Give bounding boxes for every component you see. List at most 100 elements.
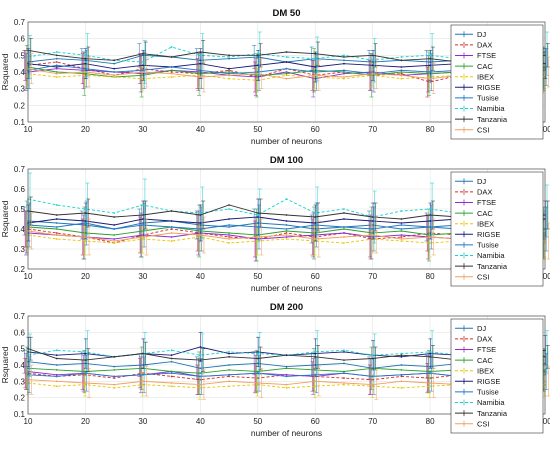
y-tick-label: 0.6 (14, 328, 26, 337)
data-point (429, 385, 432, 388)
data-point (314, 57, 317, 60)
data-point (343, 56, 345, 58)
data-point (400, 380, 403, 383)
data-point (113, 365, 116, 368)
data-point (84, 208, 87, 210)
data-point (84, 240, 87, 242)
data-point (228, 355, 230, 358)
data-point (400, 240, 403, 242)
data-point (343, 236, 345, 238)
data-point (400, 364, 403, 366)
data-point (285, 214, 288, 216)
data-point (84, 212, 87, 214)
data-point (228, 54, 230, 57)
data-point (199, 354, 202, 357)
data-point (170, 375, 173, 378)
data-point (170, 385, 173, 388)
x-tick-label: 100 (538, 272, 550, 281)
data-point (285, 367, 288, 370)
data-point (113, 386, 116, 389)
data-point (113, 74, 116, 77)
data-point (314, 352, 317, 355)
chart-panel: 1020304050607080901000.10.20.30.40.50.60… (0, 8, 550, 146)
data-point (256, 357, 259, 360)
data-point (199, 54, 202, 57)
data-point (228, 69, 230, 72)
data-point (429, 57, 432, 60)
data-point (343, 71, 345, 73)
data-point (343, 232, 345, 234)
data-point (170, 228, 173, 230)
data-point (285, 56, 288, 58)
data-point (343, 370, 345, 373)
data-point (314, 355, 317, 358)
y-tick-label: 0.7 (14, 18, 26, 27)
y-axis-label: Rsquared (0, 346, 10, 383)
data-point (400, 71, 403, 73)
data-point (228, 238, 230, 240)
legend-label: Tanzania (477, 115, 508, 124)
y-tick-label: 0.3 (14, 85, 26, 94)
chart-panel: 1020304050607080901000.20.30.40.50.60.7D… (0, 155, 550, 293)
y-tick-label: 0.3 (14, 377, 26, 386)
data-point (256, 216, 259, 218)
y-tick-label: 0.4 (14, 225, 26, 234)
legend-label: CAC (477, 62, 493, 71)
data-point (285, 234, 288, 236)
data-point (256, 52, 259, 55)
data-point (400, 224, 403, 226)
x-tick-label: 60 (311, 125, 320, 134)
data-point (400, 236, 403, 238)
data-point (55, 369, 58, 371)
legend-label: CSI (477, 272, 490, 281)
data-point (84, 222, 87, 224)
y-tick-label: 0.7 (14, 165, 26, 174)
data-point (55, 72, 58, 75)
data-point (400, 77, 403, 80)
legend-box (450, 318, 544, 434)
data-point (228, 208, 230, 210)
data-point (228, 204, 230, 206)
data-point (199, 234, 202, 236)
data-point (170, 357, 173, 360)
data-point (199, 69, 202, 72)
data-point (55, 234, 58, 236)
data-point (170, 354, 173, 357)
x-tick-label: 60 (311, 272, 320, 281)
y-tick-label: 0.2 (14, 394, 26, 403)
data-point (55, 64, 58, 67)
data-point (55, 214, 58, 216)
data-point (314, 380, 317, 383)
x-tick-label: 20 (81, 125, 90, 134)
data-point (113, 67, 116, 70)
data-point (84, 382, 87, 384)
data-point (400, 375, 403, 378)
data-point (256, 54, 259, 57)
data-point (228, 352, 230, 355)
data-point (113, 228, 116, 230)
x-tick-label: 30 (138, 417, 147, 426)
legend-label: DAX (477, 41, 492, 50)
data-point (84, 352, 87, 355)
legend-label: DJ (477, 30, 486, 39)
data-point (170, 349, 173, 352)
legend-label: FTSE (477, 198, 496, 207)
data-point (314, 71, 317, 73)
data-point (55, 238, 58, 240)
chart-panel: 1020304050607080901000.10.20.30.40.50.60… (0, 302, 550, 438)
data-point (314, 369, 317, 371)
data-point (314, 66, 317, 68)
data-point (84, 370, 87, 373)
legend-label: CAC (477, 356, 493, 365)
data-point (285, 383, 288, 386)
data-point (285, 74, 288, 77)
data-point (228, 385, 230, 388)
data-point (199, 62, 202, 65)
data-point (84, 67, 87, 70)
data-point (113, 375, 116, 378)
x-tick-label: 50 (253, 417, 262, 426)
y-tick-label: 0.5 (14, 205, 26, 214)
legend-label: CSI (477, 419, 490, 428)
data-point (228, 373, 230, 376)
data-point (400, 66, 403, 68)
